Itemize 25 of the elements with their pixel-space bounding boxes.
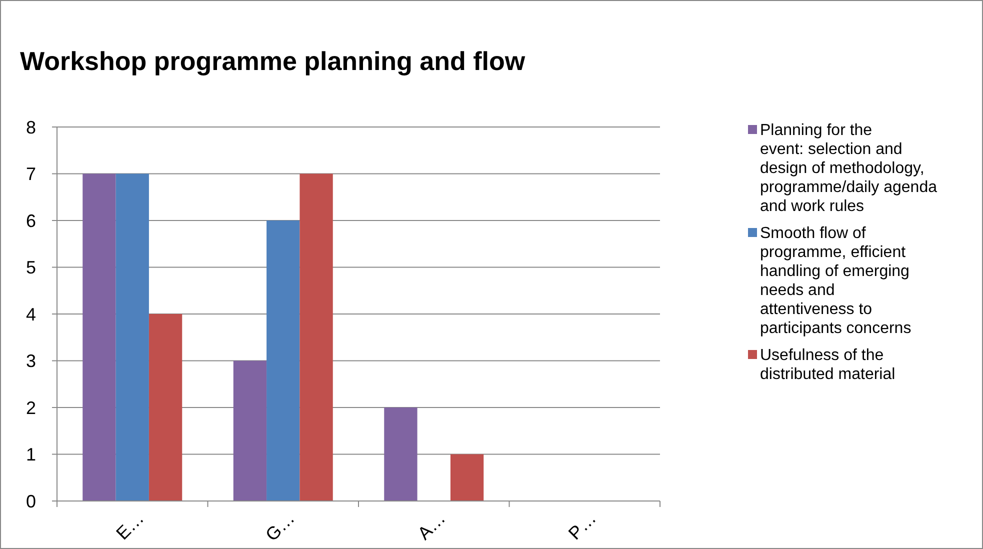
x-tick-label: P…	[564, 508, 600, 544]
bar	[266, 220, 300, 501]
y-tick-label: 7	[26, 164, 36, 184]
bar	[116, 174, 149, 501]
bar	[148, 314, 182, 501]
x-tick-label: E…	[112, 508, 148, 544]
y-tick-label: 0	[26, 491, 36, 512]
bar	[82, 174, 116, 501]
y-tick-label: 6	[26, 210, 36, 231]
legend-label: Smooth flow of programme, efficient handling of emerging needs and attentiveness to participants concerns	[760, 225, 912, 337]
bar	[233, 360, 267, 501]
y-tick-label: 2	[26, 398, 36, 418]
bar	[450, 454, 484, 501]
y-tick-label: 3	[26, 351, 36, 372]
legend-label: Usefulness of the distributed material	[760, 347, 896, 383]
x-tick-label: G…	[262, 508, 298, 545]
y-tick-label: 4	[26, 304, 36, 324]
y-tick-label: 5	[26, 258, 36, 278]
bar	[300, 174, 333, 501]
legend-label: Planning for the event: selection and design of methodology, programme/daily agenda and work rules	[760, 122, 938, 215]
x-tick-label: A…	[414, 508, 450, 544]
chart-title: Workshop programme planning and flow	[20, 46, 526, 76]
y-tick-label: 1	[26, 444, 36, 465]
bar	[384, 408, 418, 501]
y-tick-label: 8	[26, 117, 36, 138]
